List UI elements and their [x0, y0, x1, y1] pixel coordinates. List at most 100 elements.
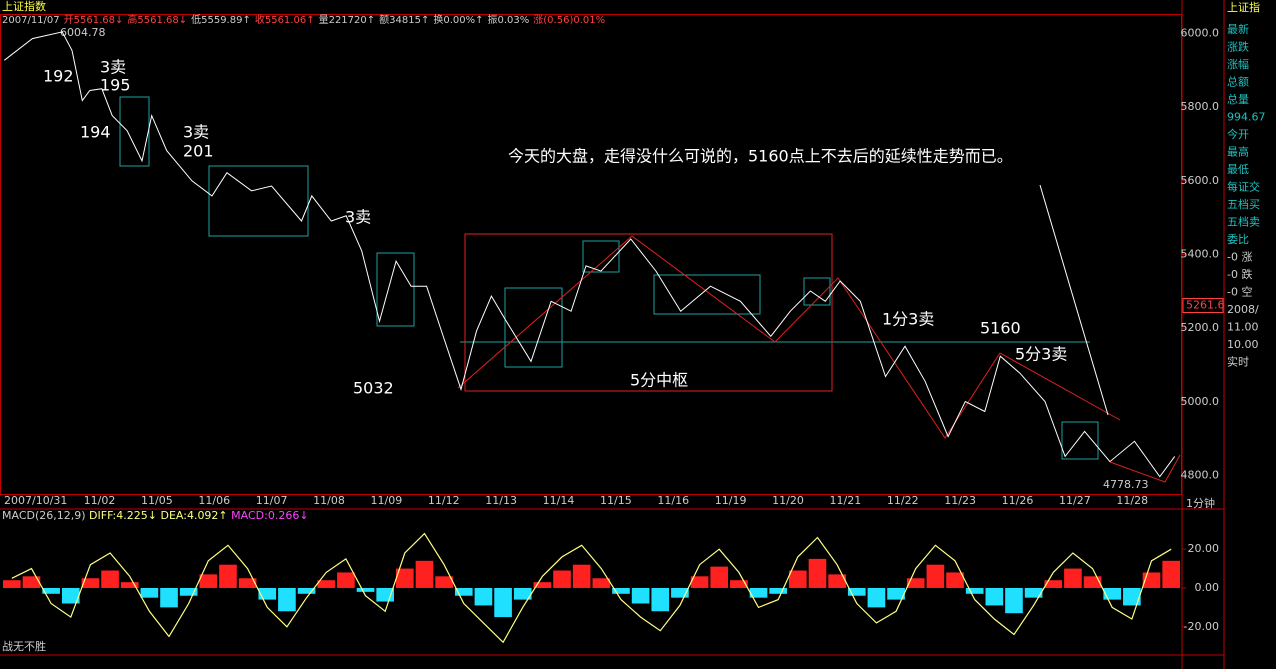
y-tick-label: 5200.0: [1181, 321, 1220, 334]
info-item: 收5561.06↑: [255, 13, 315, 26]
x-tick-label: 11/22: [887, 494, 919, 507]
side-item: -0 空: [1227, 285, 1252, 299]
macd-bar: [22, 576, 41, 588]
x-tick-label: 11/21: [830, 494, 862, 507]
macd-name: MACD(26,12,9): [2, 509, 86, 522]
macd-bar: [887, 587, 905, 600]
x-tick-label: 11/28: [1116, 494, 1148, 507]
info-item: 高5561.68↓: [127, 13, 187, 26]
macd-bar: [789, 570, 807, 588]
info-line: 2007/11/07 开5561.68↓ 高5561.68↓ 低5559.89↑ 收55…: [2, 13, 605, 26]
side-item: -0 跌: [1227, 267, 1252, 281]
zone-box: [1061, 421, 1099, 460]
macd-bar: [494, 587, 512, 618]
price-frame: [0, 14, 1182, 495]
zone-box: [119, 96, 150, 167]
side-item: 2008/: [1227, 303, 1259, 316]
x-tick-label: 11/14: [543, 494, 575, 507]
macd-bar: [926, 564, 945, 588]
footer: 战无不胜: [2, 639, 46, 653]
x-tick-label: 11/13: [485, 494, 517, 507]
annotation: 201: [183, 142, 214, 161]
x-tick-label: 2007/10/31: [4, 494, 67, 507]
arrow-line: [1039, 184, 1109, 416]
annotation: 1分3卖: [882, 310, 934, 329]
macd-bar: [3, 580, 21, 588]
info-item: 振0.03%: [488, 13, 530, 26]
x-tick-label: 11/06: [198, 494, 230, 507]
macd-bar: [671, 587, 689, 598]
macd-bar: [1005, 587, 1023, 614]
x-unit-label: 1分钟: [1186, 496, 1215, 510]
macd-bar: [1142, 572, 1161, 588]
y-tick-label: 5000.0: [1181, 395, 1220, 408]
side-item: 总量: [1227, 92, 1249, 106]
x-tick-label: 11/09: [371, 494, 403, 507]
side-item: 实时: [1227, 355, 1249, 369]
center-box: [464, 233, 833, 392]
zone-box: [653, 274, 761, 315]
y-tick-label: 5800.0: [1181, 100, 1220, 113]
macd-bar: [297, 587, 316, 594]
side-item: 五档买: [1227, 197, 1260, 211]
side-item: 每证交: [1227, 180, 1260, 194]
macd-bar: [435, 576, 453, 588]
zone-box: [208, 165, 309, 237]
info-item: 额34815↑: [379, 13, 429, 26]
macd-bar: [985, 587, 1004, 606]
info-item: 换0.00%↑: [433, 13, 483, 26]
high-label: 6004.78: [60, 26, 106, 39]
macd-bar: [769, 587, 787, 594]
macd-tick-label: 0.00: [1195, 581, 1220, 594]
side-item: 五档卖: [1227, 215, 1260, 229]
zone-box: [803, 277, 831, 306]
macd-bar: [238, 578, 257, 588]
side-item: 委比: [1227, 233, 1249, 246]
macd-bar: [258, 587, 277, 600]
macd-bar: [651, 587, 670, 612]
macd-bar: [120, 582, 139, 588]
macd-bar: [808, 558, 827, 588]
macd-bar: [1044, 580, 1063, 588]
macd-bar: [1024, 587, 1043, 598]
side-item: 今开: [1227, 127, 1249, 141]
diff-label: DIFF:4.225↓: [89, 509, 157, 522]
macd-bar: [356, 587, 375, 592]
info-item: 涨(0.56)0.01%: [533, 14, 605, 26]
frame: [0, 0, 1225, 669]
macd-bar: [847, 587, 866, 596]
macd-bar: [199, 574, 218, 588]
macd-bar: [690, 576, 709, 588]
y-tick-label: 5600.0: [1181, 174, 1220, 187]
macd-bar: [867, 587, 886, 608]
x-tick-label: 11/26: [1002, 494, 1034, 507]
macd-bar: [179, 587, 198, 596]
annotation: 194: [80, 123, 111, 142]
annotation: 5160: [980, 319, 1021, 338]
macd-bar: [337, 572, 355, 588]
x-tick-label: 11/20: [772, 494, 804, 507]
macd-bar: [317, 580, 336, 588]
macd-bar: [81, 578, 100, 588]
x-tick-label: 11/05: [141, 494, 173, 507]
x-tick-label: 11/08: [313, 494, 345, 507]
diff-line: [11, 532, 1172, 644]
dea-label: DEA:4.092↑: [160, 509, 227, 522]
annotation: 3卖: [345, 208, 371, 227]
macd-bar: [140, 587, 159, 598]
macd-label: MACD:0.266↓: [231, 509, 308, 522]
chart-title: 上证指数: [2, 0, 46, 13]
info-item: 量221720↑: [319, 14, 376, 26]
annotation: 3卖: [183, 123, 209, 142]
macd-bar: [592, 578, 611, 588]
macd-bar: [42, 587, 60, 594]
side-item: -0 涨: [1227, 251, 1252, 264]
macd-bar: [730, 580, 748, 588]
macd-bar: [1103, 587, 1122, 600]
macd-bar: [572, 564, 591, 588]
macd-bar: [631, 587, 650, 604]
y-tick-label: 4800.0: [1181, 469, 1220, 482]
macd-bar: [1064, 568, 1082, 588]
